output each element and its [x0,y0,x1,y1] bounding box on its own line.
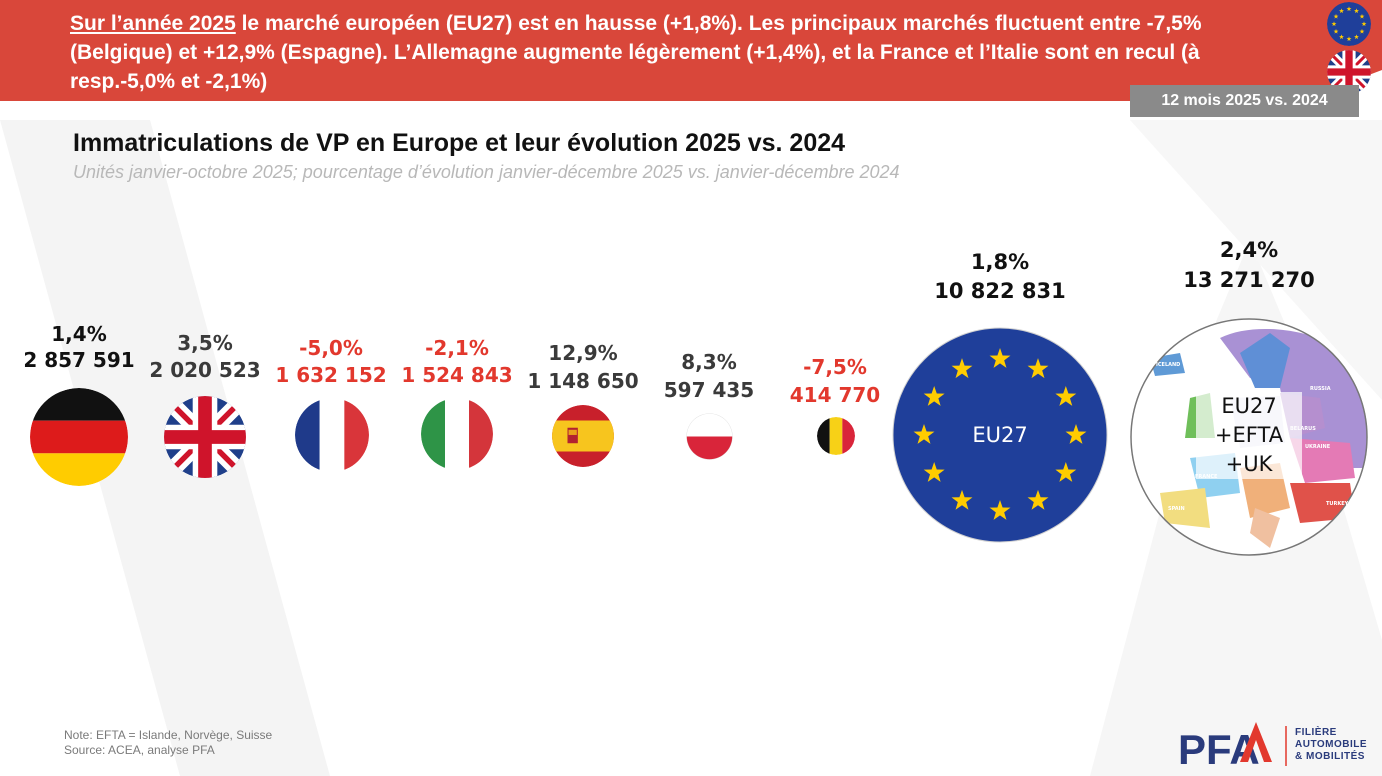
data-label-pct-7: 1,8% [970,250,1030,274]
bubble-italy-flag [421,398,493,470]
bubble-belgium-flag [817,417,855,455]
data-label-units-7: 10 822 831 [934,279,1066,303]
data-label-pct-1: 3,5% [177,331,233,355]
pfa-line1: FILIÈRE [1295,727,1337,738]
footnote-source: Source: ACEA, analyse PFA [64,743,215,757]
bubble-spain-flag [552,405,614,467]
map-label-belarus: BELARUS [1290,426,1316,432]
eu-star [1354,34,1359,40]
eu-star [951,489,973,510]
pfa-logo-text: FILIÈRE AUTOMOBILE & MOBILITÉS [1295,727,1367,763]
eu-star [913,424,935,444]
data-label-units-3: 1 524 843 [401,363,513,387]
map-label-iceland: ICELAND [1156,362,1180,368]
eu-star [1027,489,1049,510]
data-label-units-1: 2 020 523 [149,358,261,382]
data-label-units-2: 1 632 152 [275,363,387,387]
map-label-ukraine: UKRAINE [1305,444,1331,450]
europe-label-line3: +UK [1225,452,1273,476]
pfa-line3: & MOBILITÉS [1295,751,1365,762]
bubble-germany-flag [30,388,128,486]
chart-title: Immatriculations de VP en Europe et leur… [73,129,846,157]
data-label-units-0: 2 857 591 [23,348,135,372]
eu-star [923,386,945,406]
eu27-bubble-label: EU27 [972,423,1028,447]
eu-star [1361,21,1367,27]
eu-star [1331,21,1337,27]
eu-star [1359,28,1365,34]
bubble-france-flag [295,398,369,472]
data-label-pct-3: -2,1% [425,336,489,360]
data-label-pct-2: -5,0% [299,336,363,360]
eu-star [1055,462,1077,482]
eu-star [1333,13,1339,19]
data-label-units-5: 597 435 [663,378,755,402]
eu-star [989,348,1011,368]
eu-star [1346,6,1352,12]
footnote-efta: Note: EFTA = Islande, Norvège, Suisse [64,728,273,742]
data-label-pct-8: 2,4% [1219,238,1279,262]
data-label-units-6: 414 770 [789,383,881,407]
map-label-turkey: TURKEY [1326,501,1349,507]
bubble-eu27 [892,327,1108,543]
eu-star [1333,28,1339,34]
eu-flag-icon [1327,2,1371,46]
eu-star [1027,358,1049,379]
data-label-pct-5: 8,3% [681,350,737,374]
eu-star [1354,8,1359,14]
data-label-units-4: 1 148 650 [527,369,639,393]
eu-star [989,500,1011,520]
eu-star [951,358,973,379]
eu-star [1065,424,1087,444]
map-label-spain: SPAIN [1168,506,1185,512]
bubble-uk-flag [164,396,246,478]
data-label-pct-6: -7,5% [803,355,867,379]
eu-star [1359,13,1365,19]
banner-text: Sur l’année 2025 le marché européen (EU2… [70,9,1300,96]
bubble-poland-flag [686,413,733,460]
eu-star [1055,386,1077,406]
pfa-line2: AUTOMOBILE [1295,739,1368,750]
banner-body: le marché européen (EU27) est en hausse … [70,12,1202,93]
header-banner [0,0,1382,101]
banner-lead: Sur l’année 2025 [70,12,236,35]
period-badge: 12 mois 2025 vs. 2024 [1130,85,1359,117]
eu-star [923,462,945,482]
footnote: Note: EFTA = Islande, Norvège, Suisse So… [64,728,272,758]
data-label-units-8: 13 271 270 [1183,268,1315,292]
pfa-logo: PFA [1178,722,1287,770]
chart-subtitle: Unités janvier-octobre 2025; pourcentage… [73,162,900,182]
europe-label-line1: EU27 [1221,394,1277,418]
europe-bubble-label: EU27 +EFTA +UK [1196,392,1302,479]
data-label-pct-4: 12,9% [548,341,618,365]
europe-label-line2: +EFTA [1214,423,1284,447]
data-label-pct-0: 1,4% [51,322,107,346]
eu-star [1346,36,1352,42]
map-label-russia: RUSSIA [1310,386,1331,392]
eu-star [1339,34,1344,40]
eu-star [1339,8,1344,14]
